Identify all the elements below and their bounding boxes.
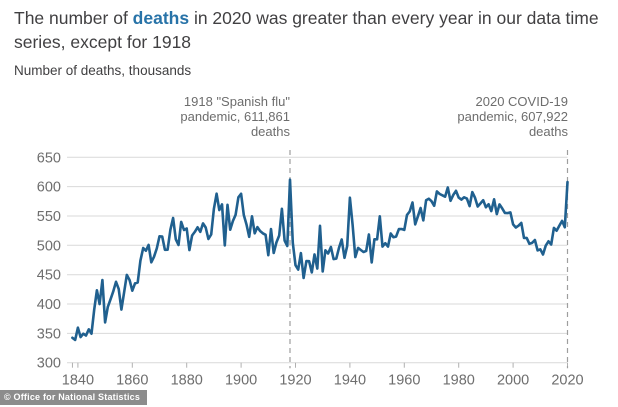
x-tick-label: 1960: [388, 373, 420, 389]
y-tick-label: 300: [37, 356, 61, 372]
deaths-data-line: [71, 178, 569, 342]
x-tick-label: 2000: [497, 373, 529, 389]
page-title: The number of deaths in 2020 was greater…: [14, 6, 602, 54]
title-suffix: in 2020 was greater than every year in o…: [14, 8, 599, 52]
annotation-spanish-flu: 1918 "Spanish flu" pandemic, 611,861 dea…: [180, 94, 290, 139]
annotation-covid: 2020 COVID-19 pandemic, 607,922 deaths: [457, 94, 568, 139]
x-tick-label: 1920: [279, 373, 311, 389]
y-tick-label: 500: [37, 238, 61, 254]
x-tick-label: 1940: [334, 373, 366, 389]
y-tick-label: 650: [37, 150, 61, 166]
y-tick-label: 600: [37, 180, 61, 196]
y-tick-label: 400: [37, 297, 61, 313]
title-prefix: The number of: [14, 8, 133, 28]
x-tick-label: 2020: [551, 373, 583, 389]
x-tick-label: 1840: [62, 373, 94, 389]
x-tick-label: 1900: [225, 373, 257, 389]
deaths-line-chart: 300 350 400 450 500 550 600 650 1840 1860 1880 1900…: [37, 150, 584, 389]
chart-unit-label: Number of deaths, thousands: [14, 63, 192, 78]
y-tick-label: 450: [37, 268, 61, 284]
ons-attribution-badge: © Office for National Statistics: [0, 390, 148, 405]
x-tick-label: 1880: [171, 373, 203, 389]
x-tick-label: 1980: [443, 373, 475, 389]
y-tick-label: 350: [37, 326, 61, 342]
x-tick-label: 1860: [116, 373, 148, 389]
y-tick-label: 550: [37, 209, 61, 225]
deaths-link[interactable]: deaths: [132, 8, 190, 28]
